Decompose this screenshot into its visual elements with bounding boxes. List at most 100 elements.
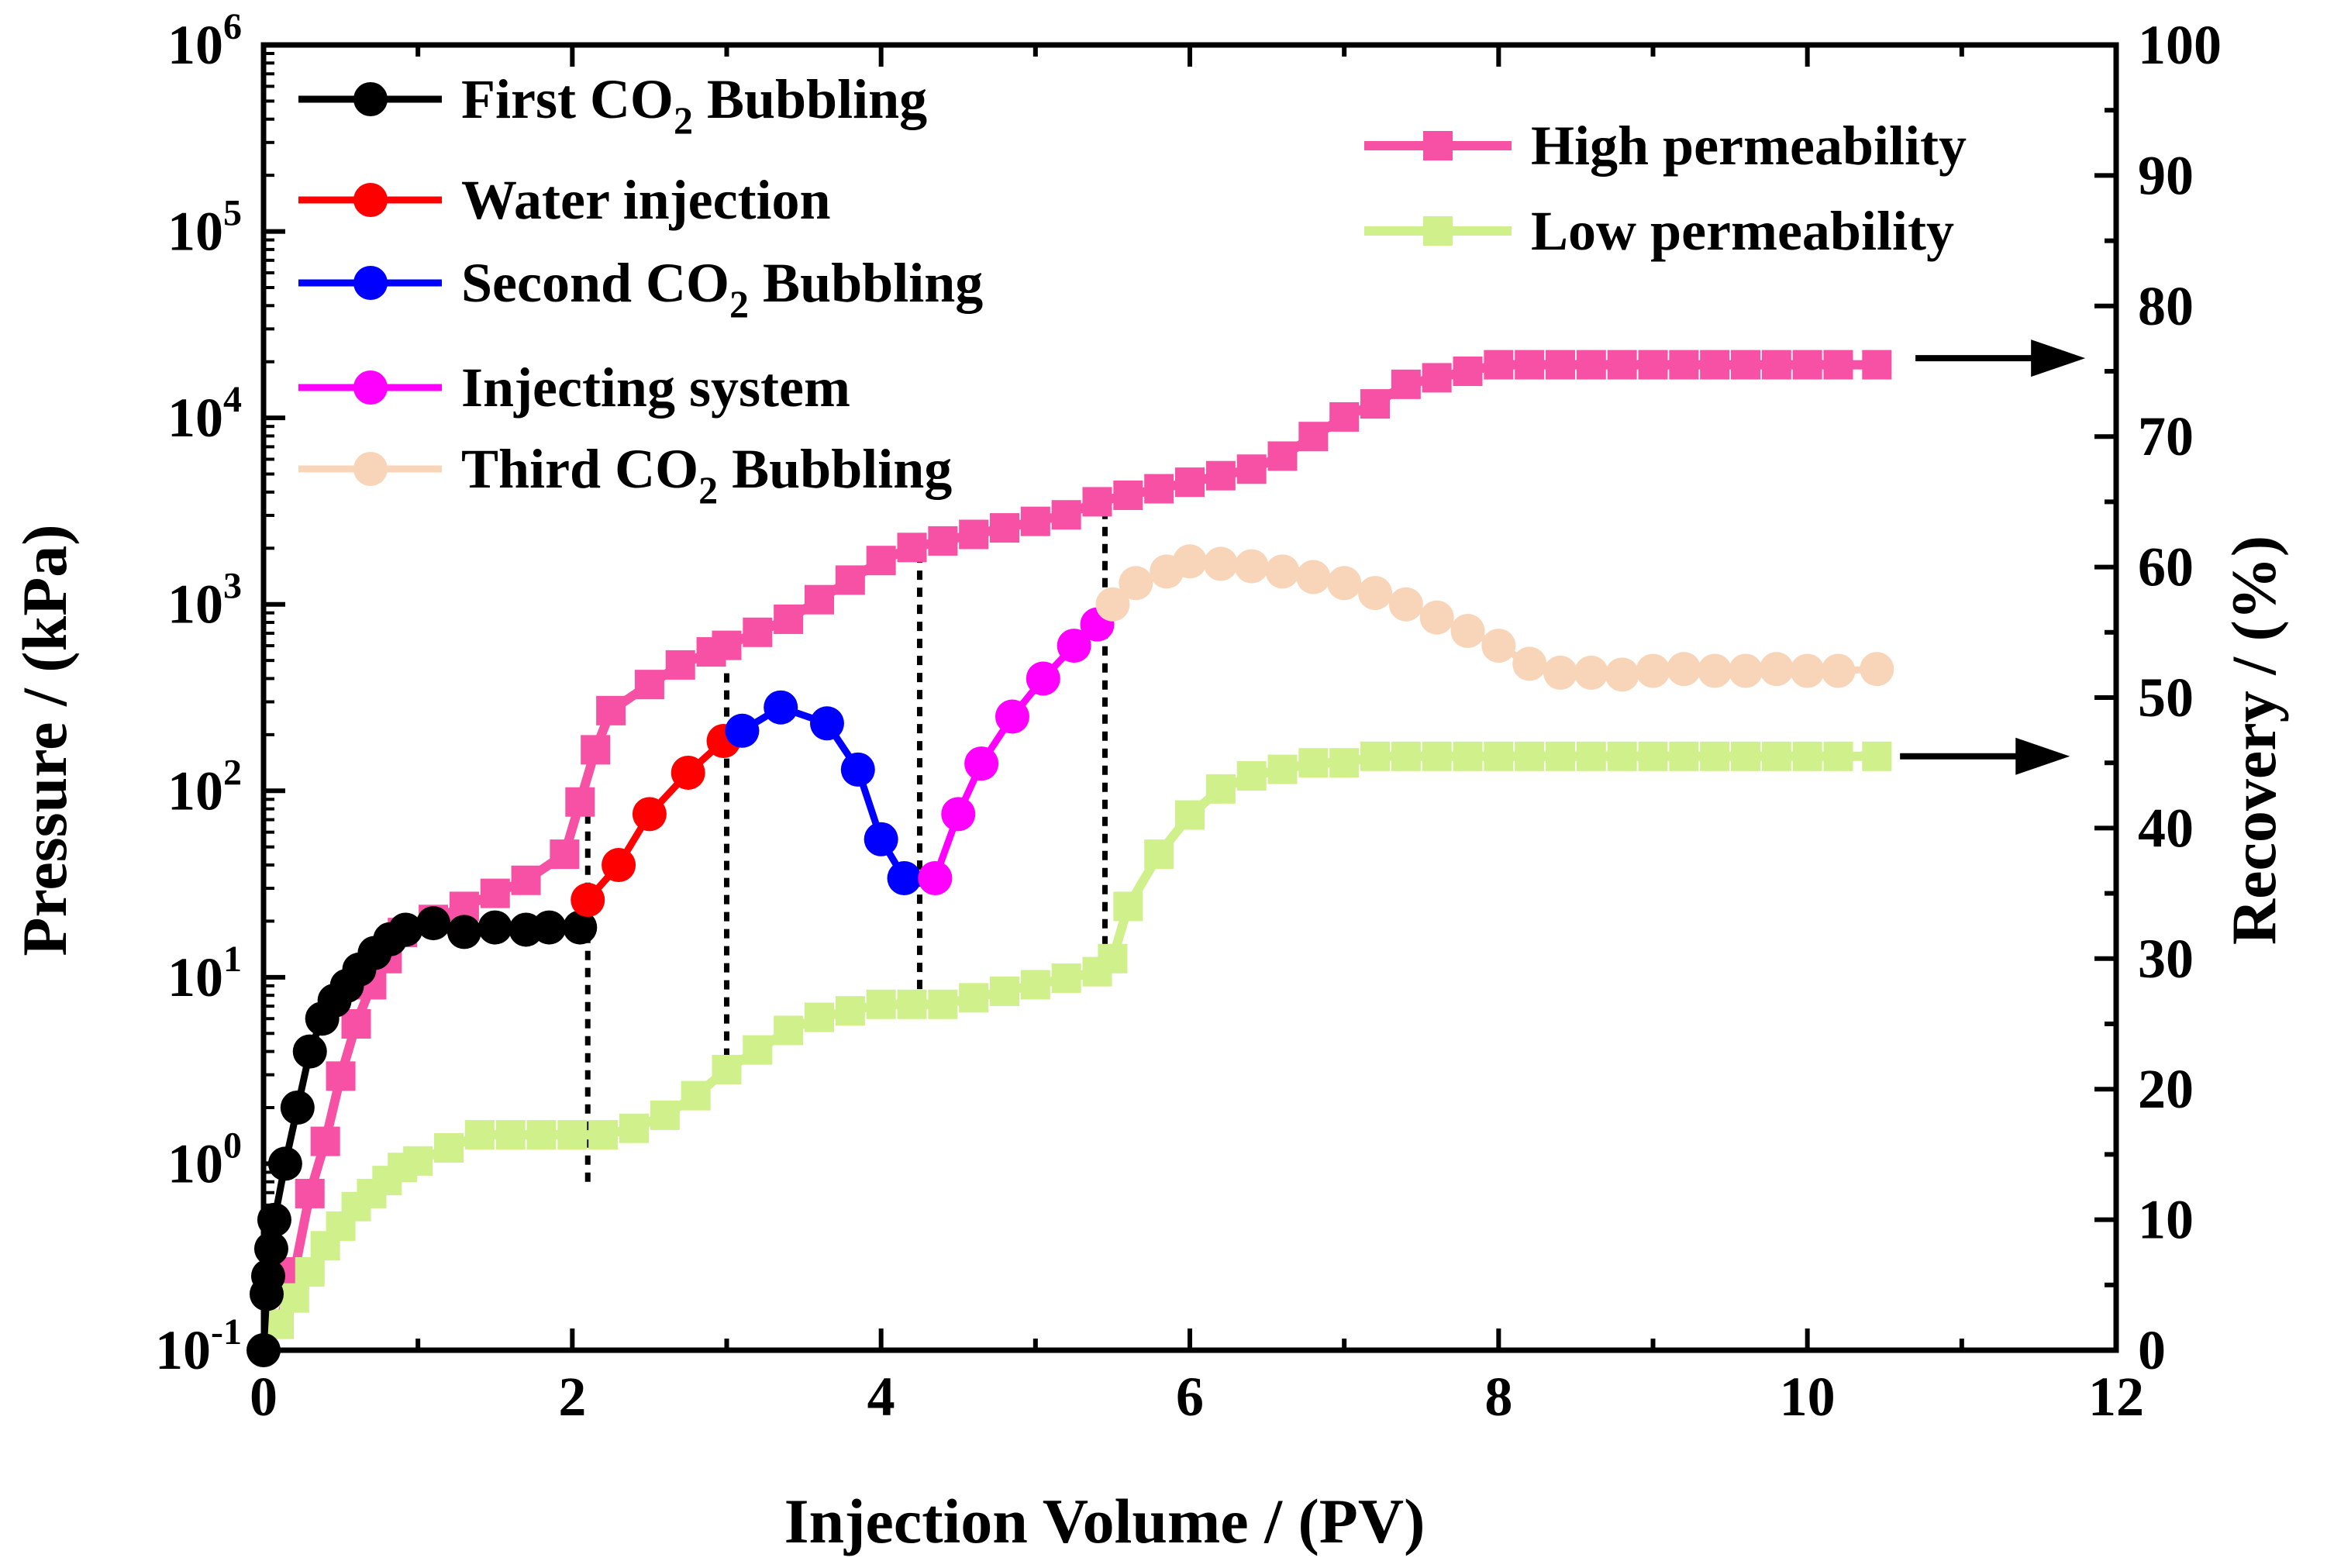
- data-point-third-co2-bubbling: [1790, 653, 1825, 688]
- y-right-tick-label: 100: [2138, 14, 2222, 76]
- data-point-high-permeability: [866, 546, 896, 576]
- data-point-high-permeability: [1082, 487, 1112, 517]
- data-point-third-co2-bubbling: [1119, 566, 1153, 601]
- data-point-third-co2-bubbling: [1450, 614, 1485, 649]
- y-right-tick-label: 50: [2138, 667, 2194, 729]
- data-point-first-co2-bubbling: [532, 910, 567, 945]
- series-low-permeability: [264, 741, 1892, 1339]
- data-point-water-injection: [671, 755, 705, 790]
- series-second-co2-bubbling: [725, 690, 922, 895]
- y-right-tick-label: 90: [2138, 144, 2194, 206]
- legend-label-high-permeability: High permeability: [1531, 115, 1967, 177]
- y-right-axis-title: Recovery / (%): [2218, 536, 2289, 945]
- data-point-high-permeability: [897, 532, 927, 563]
- data-point-third-co2-bubbling: [1419, 600, 1454, 635]
- data-point-low-permeability: [295, 1256, 325, 1287]
- x-tick-label: 2: [558, 1366, 586, 1428]
- data-point-second-co2-bubbling: [840, 752, 875, 787]
- data-point-high-permeability: [1669, 350, 1699, 380]
- data-point-low-permeability: [1546, 741, 1575, 771]
- data-point-second-co2-bubbling: [725, 713, 760, 748]
- legend-label-rest: Bubbling: [693, 68, 927, 130]
- data-point-low-permeability: [959, 983, 989, 1013]
- data-point-first-co2-bubbling: [280, 1091, 315, 1125]
- legend-label-water-injection: Water injection: [461, 169, 831, 231]
- data-point-high-permeability: [581, 735, 611, 765]
- legend-marker-second-co2-bubbling: [353, 266, 388, 300]
- data-point-third-co2-bubbling: [1203, 546, 1238, 581]
- y-left-tick-base: 10: [167, 387, 223, 449]
- data-point-low-permeability: [1453, 741, 1483, 771]
- legend-label-main: Third CO: [461, 438, 698, 500]
- data-point-water-injection: [571, 883, 605, 918]
- data-point-high-permeability: [1576, 350, 1606, 380]
- y-left-tick-exponent: -1: [211, 1311, 242, 1353]
- data-point-second-co2-bubbling: [864, 822, 898, 856]
- y-left-tick-exponent: 6: [223, 6, 242, 47]
- y-left-tick-exponent: 3: [223, 566, 242, 607]
- series-line-low-permeability: [274, 751, 1877, 1327]
- legend-item-water-injection: Water injection: [298, 169, 831, 231]
- legend-marker-water-injection: [353, 183, 388, 217]
- data-point-third-co2-bubbling: [1698, 653, 1732, 688]
- data-point-low-permeability: [1823, 741, 1853, 771]
- data-point-low-permeability: [928, 989, 958, 1019]
- data-point-low-permeability: [434, 1132, 464, 1163]
- y-right-tick-label: 40: [2138, 797, 2194, 859]
- legend-label-main: Injecting system: [461, 357, 850, 419]
- legend-label-first-co2-bubbling: First CO2 Bubbling: [461, 68, 927, 142]
- data-point-third-co2-bubbling: [1173, 544, 1207, 579]
- plot-frame: [260, 42, 2119, 1353]
- data-point-low-permeability: [774, 1015, 804, 1046]
- data-point-low-permeability: [1144, 839, 1174, 870]
- data-point-low-permeability: [1862, 741, 1892, 771]
- legend-label-low-permeability: Low permeability: [1531, 200, 1954, 262]
- legend-label-subscript: 2: [729, 282, 749, 326]
- data-point-high-permeability: [1205, 460, 1236, 491]
- data-point-low-permeability: [1638, 741, 1668, 771]
- plot-area: [246, 339, 2086, 1367]
- data-point-high-permeability: [295, 1178, 325, 1208]
- legend-item-third-co2-bubbling: Third CO2 Bubbling: [298, 438, 952, 512]
- data-point-low-permeability: [1484, 741, 1514, 771]
- data-point-low-permeability: [1607, 741, 1637, 771]
- legend-label-main: Second CO: [461, 252, 729, 314]
- data-point-low-permeability: [1020, 970, 1050, 1000]
- data-point-high-permeability: [1453, 357, 1483, 386]
- y-left-tick-label: 106: [167, 6, 242, 76]
- legend-label-injecting-system: Injecting system: [461, 357, 850, 419]
- data-point-high-permeability: [1422, 363, 1452, 393]
- data-point-second-co2-bubbling: [887, 860, 922, 895]
- data-point-low-permeability: [743, 1035, 773, 1065]
- data-point-low-permeability: [1515, 741, 1545, 771]
- data-point-low-permeability: [588, 1120, 619, 1150]
- data-point-first-co2-bubbling: [388, 912, 423, 947]
- data-point-third-co2-bubbling: [1481, 629, 1516, 663]
- data-point-low-permeability: [495, 1120, 526, 1150]
- data-point-high-permeability: [1515, 350, 1545, 380]
- data-point-low-permeability: [681, 1080, 711, 1111]
- legend-item-low-permeability: Low permeability: [1364, 200, 1954, 262]
- data-point-low-permeability: [464, 1120, 495, 1150]
- data-point-high-permeability: [928, 526, 958, 556]
- data-point-high-permeability: [1267, 441, 1298, 471]
- data-point-high-permeability: [805, 584, 834, 615]
- data-point-high-permeability: [959, 519, 989, 550]
- x-tick-label: 4: [867, 1366, 895, 1428]
- data-point-third-co2-bubbling: [1759, 652, 1794, 687]
- x-axis-title: Injection Volume / (PV): [784, 1486, 1426, 1556]
- data-point-second-co2-bubbling: [764, 690, 798, 725]
- y-left-tick-label: 103: [167, 566, 242, 636]
- data-point-third-co2-bubbling: [1265, 554, 1300, 589]
- data-point-low-permeability: [990, 976, 1019, 1006]
- data-point-high-permeability: [1638, 350, 1668, 380]
- data-point-high-permeability: [835, 565, 865, 595]
- x-tick-label: 10: [1780, 1366, 1836, 1428]
- data-point-high-permeability: [1761, 350, 1791, 380]
- y-left-tick-label: 102: [167, 752, 242, 822]
- y-left-tick-label: 105: [167, 193, 242, 263]
- data-point-third-co2-bubbling: [1296, 560, 1331, 594]
- data-point-first-co2-bubbling: [250, 1259, 285, 1294]
- data-point-third-co2-bubbling: [1512, 646, 1547, 681]
